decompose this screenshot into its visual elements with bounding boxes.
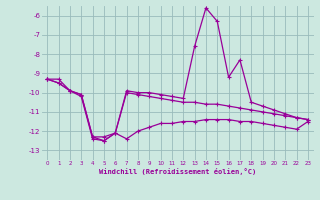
- X-axis label: Windchill (Refroidissement éolien,°C): Windchill (Refroidissement éolien,°C): [99, 168, 256, 175]
